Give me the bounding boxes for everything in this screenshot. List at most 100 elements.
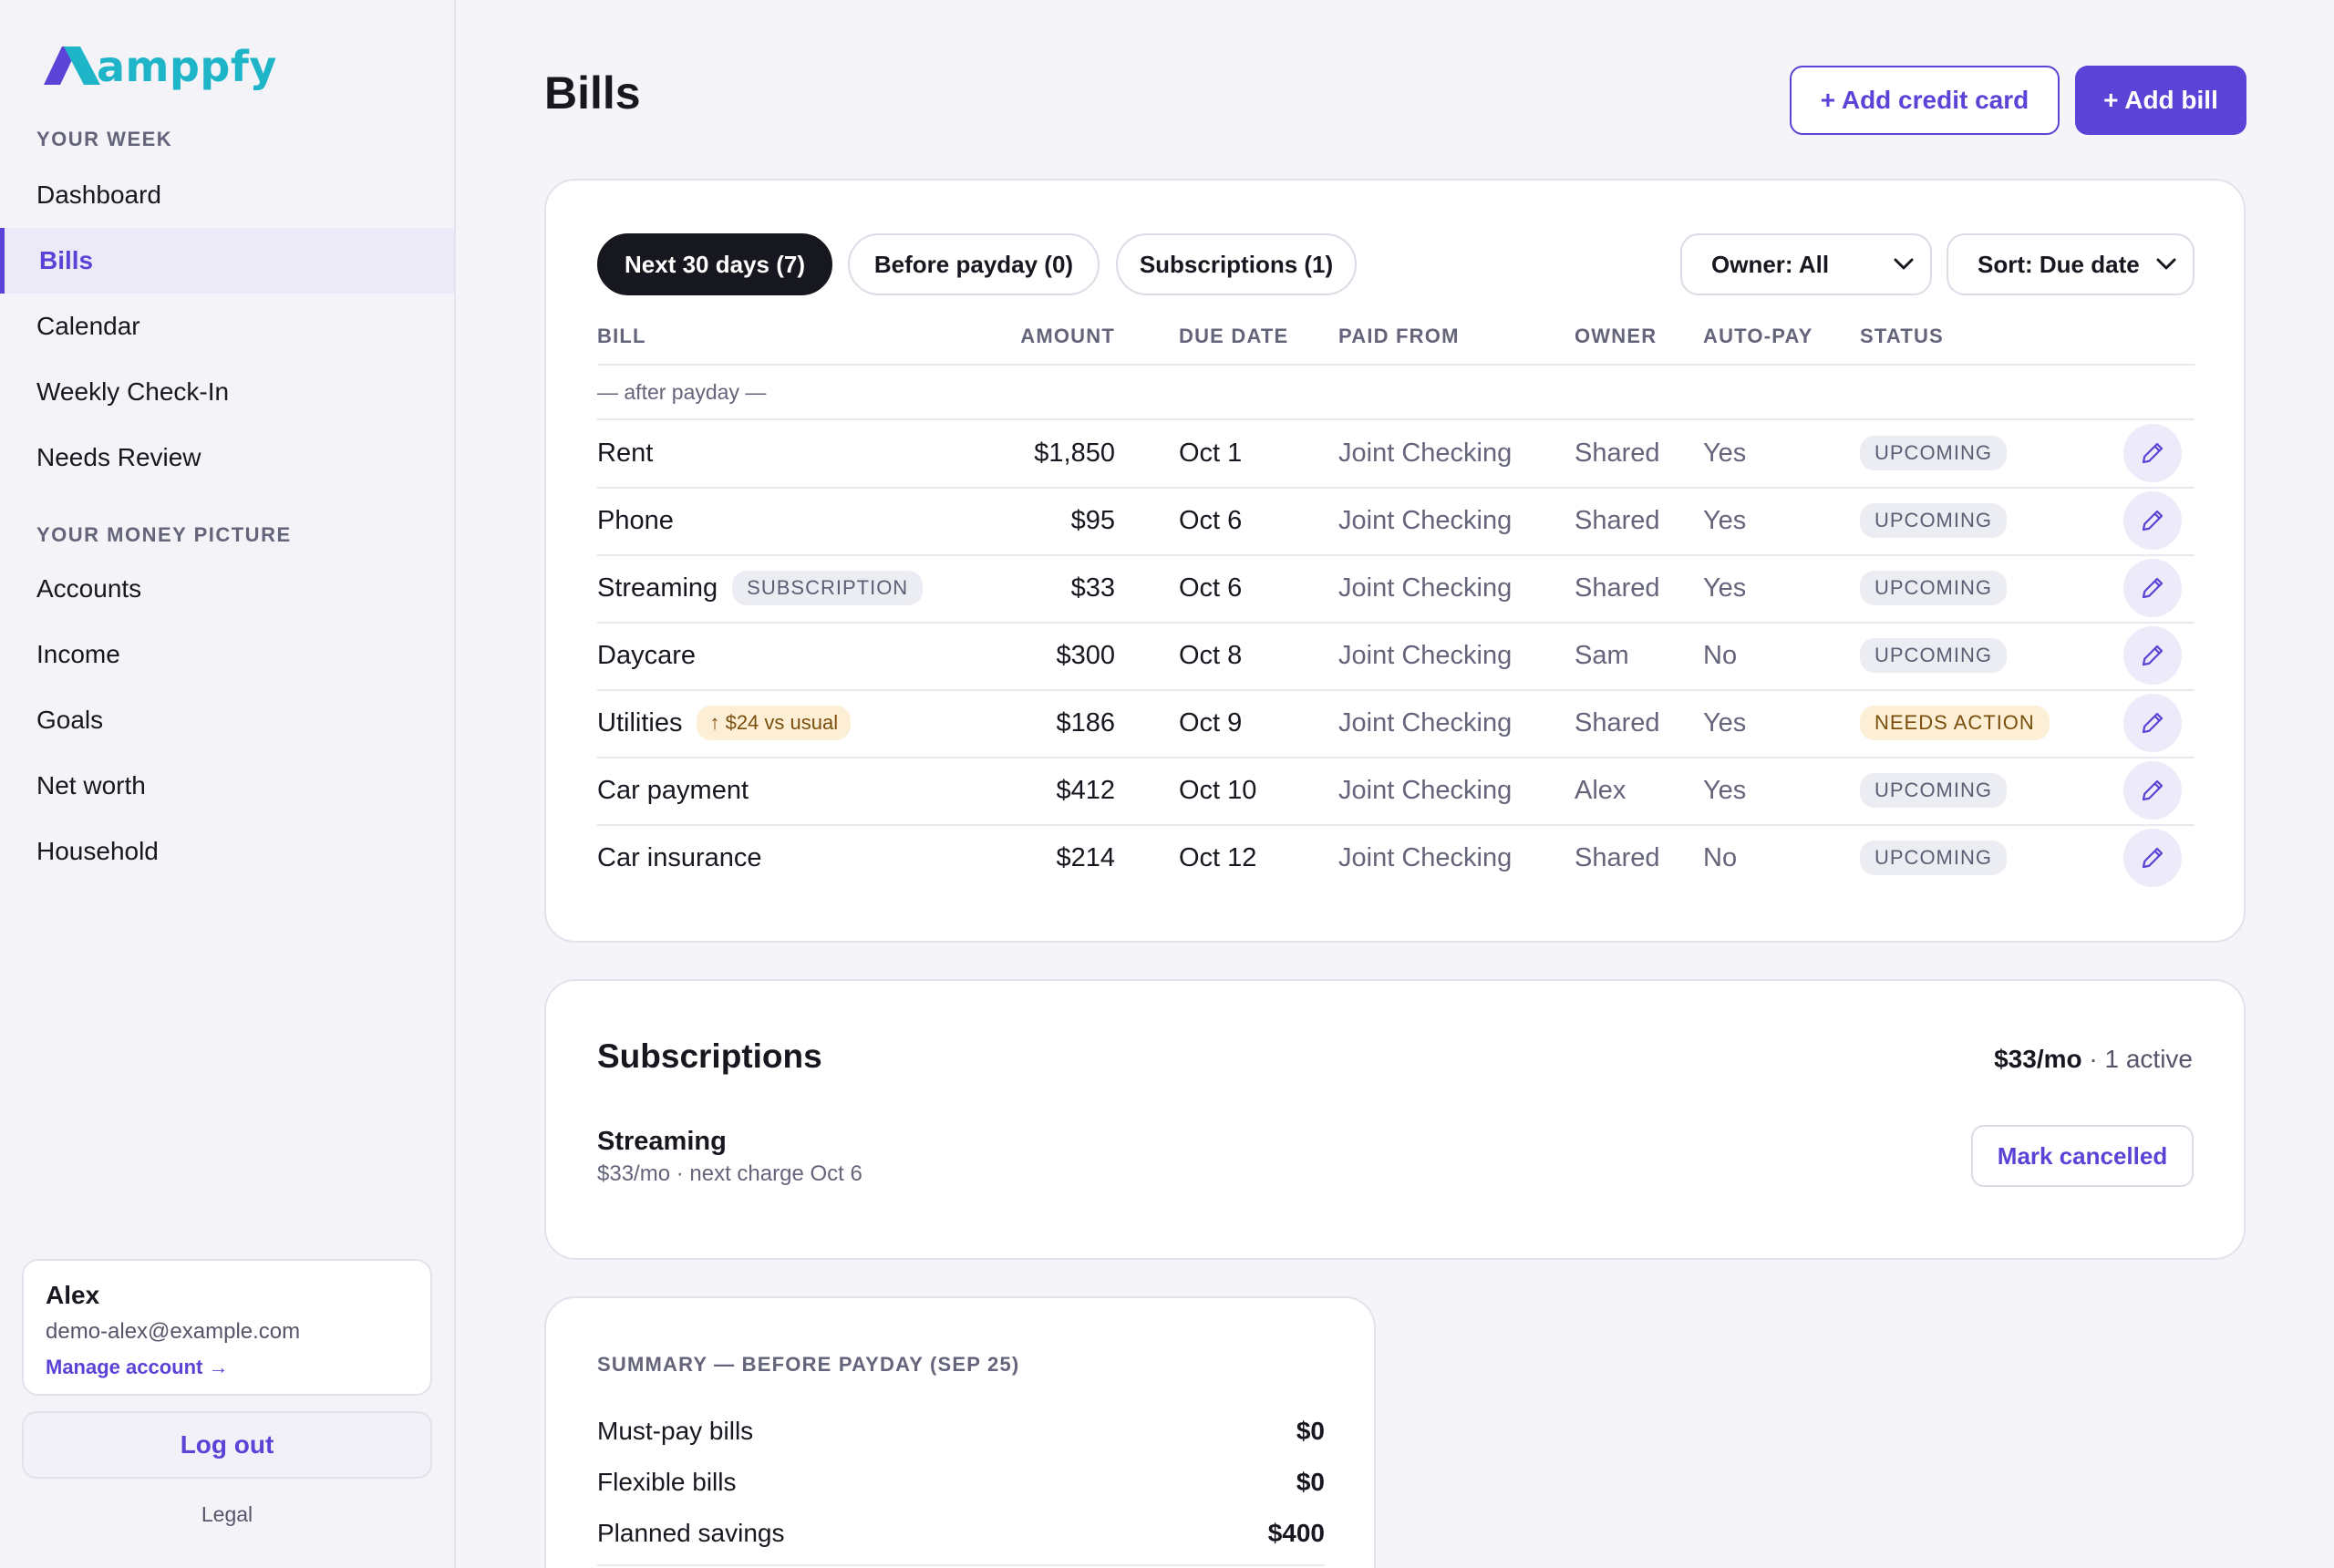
- sidebar-item-weekly-check-in[interactable]: Weekly Check-In: [0, 359, 454, 425]
- sidebar-item-accounts[interactable]: Accounts: [0, 556, 454, 622]
- edit-bill-button[interactable]: [2123, 626, 2182, 685]
- edit-cell: [2123, 554, 2182, 622]
- bill-cell: Streaming SUBSCRIPTION: [597, 554, 924, 622]
- edit-bill-button[interactable]: [2123, 829, 2182, 887]
- sidebar-item-household[interactable]: Household: [0, 819, 454, 884]
- sidebar-item-goals[interactable]: Goals: [0, 687, 454, 753]
- autopay-cell: Yes: [1703, 505, 1747, 535]
- status-cell: UPCOMING: [1860, 487, 2007, 554]
- sidebar-item-label: Dashboard: [36, 181, 161, 209]
- bill-cell: Utilities ↑ $24 vs usual: [597, 689, 852, 757]
- legal-link[interactable]: Legal: [201, 1502, 253, 1526]
- subscriptions-summary: $33/mo · 1 active: [1994, 1045, 2193, 1074]
- autopay-cell: No: [1703, 842, 1738, 872]
- due-date-cell: Oct 6: [1179, 573, 1243, 603]
- bill-name: Phone: [597, 505, 674, 535]
- status-cell: UPCOMING: [1860, 824, 2007, 892]
- tab-before-payday[interactable]: Before payday (0): [848, 233, 1100, 295]
- bills-card: Next 30 days (7) Before payday (0) Subsc…: [544, 179, 2246, 943]
- summary-title: SUMMARY — BEFORE PAYDAY (SEP 25): [597, 1353, 1020, 1376]
- edit-cell: [2123, 419, 2182, 487]
- add-bill-button[interactable]: + Add bill: [2075, 66, 2246, 135]
- bill-cell: Phone: [597, 487, 674, 554]
- table-row[interactable]: Car insurance $214 Oct 12 Joint Checking Sha…: [597, 824, 2195, 892]
- mark-cancelled-button[interactable]: Mark cancelled: [1971, 1125, 2194, 1187]
- sidebar-item-dashboard[interactable]: Dashboard: [0, 162, 454, 228]
- amount-cell: $95: [1070, 505, 1115, 535]
- edit-bill-button[interactable]: [2123, 424, 2182, 482]
- due-date-cell: Oct 12: [1179, 842, 1257, 872]
- table-row[interactable]: Car payment $412 Oct 10 Joint Checking Alex Y…: [597, 757, 2195, 824]
- due-date-cell: Oct 9: [1179, 707, 1243, 738]
- edit-cell: [2123, 824, 2182, 892]
- column-header-bill: BILL: [597, 325, 646, 347]
- manage-account-link[interactable]: Manage account →: [46, 1356, 229, 1378]
- sidebar-item-bills[interactable]: Bills: [0, 228, 454, 294]
- bill-name: Car insurance: [597, 842, 762, 872]
- edit-bill-button[interactable]: [2123, 491, 2182, 550]
- edit-bill-button[interactable]: [2123, 761, 2182, 820]
- logout-button[interactable]: Log out: [22, 1411, 432, 1479]
- table-row[interactable]: Rent $1,850 Oct 1 Joint Checking Shared Yes UP…: [597, 419, 2195, 487]
- table-row[interactable]: Phone $95 Oct 6 Joint Checking Shared Yes UPCO…: [597, 487, 2195, 554]
- section-label-your-week: YOUR WEEK: [36, 128, 173, 150]
- pencil-icon: [2142, 779, 2164, 801]
- autopay-cell: Yes: [1703, 573, 1747, 603]
- paid-from-cell: Joint Checking: [1338, 775, 1513, 805]
- column-header-paid-from: PAID FROM: [1338, 325, 1460, 347]
- amount-cell: $186: [1056, 707, 1115, 738]
- sidebar-item-needs-review[interactable]: Needs Review: [0, 425, 454, 490]
- table-row[interactable]: Utilities ↑ $24 vs usual $186 Oct 9 Joint Ch…: [597, 689, 2195, 757]
- row-divider: [597, 824, 2195, 826]
- owner-filter-select[interactable]: Owner: All: [1680, 233, 1932, 295]
- sidebar-item-income[interactable]: Income: [0, 622, 454, 687]
- summary-row: Planned savings $400: [597, 1508, 1325, 1559]
- status-cell: UPCOMING: [1860, 622, 2007, 689]
- owner-cell: Shared: [1575, 573, 1660, 603]
- edit-cell: [2123, 689, 2182, 757]
- paid-from-cell: Joint Checking: [1338, 438, 1513, 468]
- table-row[interactable]: Daycare $300 Oct 8 Joint Checking Sam No UPCOM…: [597, 622, 2195, 689]
- pencil-icon: [2142, 712, 2164, 734]
- bill-name: Daycare: [597, 640, 696, 670]
- edit-cell: [2123, 622, 2182, 689]
- add-credit-card-button[interactable]: + Add credit card: [1790, 66, 2060, 135]
- edit-bill-button[interactable]: [2123, 694, 2182, 752]
- sidebar-item-label: Net worth: [36, 771, 146, 799]
- user-card: Alex demo-alex@example.com Manage accoun…: [22, 1259, 432, 1396]
- tab-subscriptions[interactable]: Subscriptions (1): [1116, 233, 1357, 295]
- subscription-detail: $33/mo · next charge Oct 6: [597, 1161, 862, 1186]
- summary-divider: [597, 1564, 1325, 1566]
- header-divider: [597, 364, 2195, 366]
- subscriptions-total: $33/mo: [1994, 1045, 2082, 1073]
- sidebar: amppfy YOUR WEEK Dashboard Bills Calenda…: [0, 0, 456, 1568]
- sidebar-item-label: Income: [36, 640, 120, 668]
- sidebar-item-calendar[interactable]: Calendar: [0, 294, 454, 359]
- column-header-amount: AMOUNT: [1020, 325, 1115, 347]
- user-name: Alex: [46, 1281, 100, 1309]
- group-label-after-payday: — after payday —: [597, 380, 767, 404]
- subscription-tag: SUBSCRIPTION: [732, 571, 924, 605]
- sidebar-item-net-worth[interactable]: Net worth: [0, 753, 454, 819]
- bill-name: Utilities: [597, 707, 683, 738]
- edit-cell: [2123, 487, 2182, 554]
- amount-cell: $1,850: [1034, 438, 1115, 468]
- row-divider: [597, 689, 2195, 691]
- summary-label: Flexible bills: [597, 1468, 737, 1496]
- owner-cell: Shared: [1575, 438, 1660, 468]
- tab-next-30-days[interactable]: Next 30 days (7): [597, 233, 832, 295]
- bill-name: Rent: [597, 438, 654, 468]
- autopay-cell: Yes: [1703, 707, 1747, 738]
- edit-bill-button[interactable]: [2123, 559, 2182, 617]
- autopay-cell: Yes: [1703, 775, 1747, 805]
- brand-logo[interactable]: amppfy: [44, 40, 277, 91]
- status-badge: UPCOMING: [1860, 841, 2007, 875]
- logo-mark-icon: [44, 46, 100, 85]
- table-row[interactable]: Streaming SUBSCRIPTION $33 Oct 6 Joint Check…: [597, 554, 2195, 622]
- paid-from-cell: Joint Checking: [1338, 640, 1513, 670]
- autopay-cell: No: [1703, 640, 1738, 670]
- sidebar-item-label: Accounts: [36, 574, 142, 603]
- pencil-icon: [2142, 442, 2164, 464]
- sidebar-item-label: Goals: [36, 706, 104, 734]
- sort-select[interactable]: Sort: Due date: [1947, 233, 2195, 295]
